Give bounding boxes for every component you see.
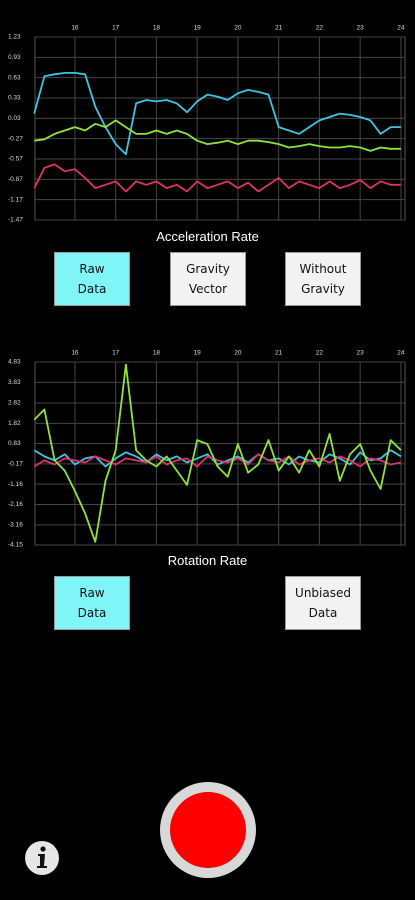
y-tick-label: 3.83 bbox=[8, 379, 21, 386]
chart-title: Acceleration Rate bbox=[156, 229, 259, 244]
y-tick-label: -0.87 bbox=[8, 176, 23, 183]
x-tick-label: 16 bbox=[71, 350, 79, 357]
chart-title: Rotation Rate bbox=[167, 553, 248, 568]
x-tick-label: 20 bbox=[234, 350, 242, 357]
y-tick-label: 4.83 bbox=[8, 359, 21, 366]
y-tick-label: 2.82 bbox=[8, 400, 21, 407]
y-tick-label: 0.83 bbox=[8, 440, 21, 447]
y-tick-label: 0.93 bbox=[8, 54, 21, 61]
without-gravity-button[interactable]: Without Gravity bbox=[285, 252, 361, 306]
x-tick-label: 19 bbox=[194, 350, 202, 357]
data-line bbox=[33, 453, 402, 468]
x-tick-label: 22 bbox=[316, 350, 324, 357]
plot-frame bbox=[34, 361, 406, 546]
x-tick-label: 18 bbox=[153, 25, 161, 32]
y-tick-label: -0.27 bbox=[8, 135, 23, 142]
y-tick-label: -1.17 bbox=[8, 196, 23, 203]
y-tick-label: 0.33 bbox=[8, 95, 21, 102]
y-tick-label: -1.47 bbox=[8, 217, 23, 224]
x-tick-label: 24 bbox=[397, 350, 405, 357]
data-line bbox=[33, 363, 402, 543]
data-line bbox=[34, 119, 401, 152]
x-tick-label: 23 bbox=[357, 25, 365, 32]
raw-data-button[interactable]: Raw Data bbox=[54, 576, 130, 630]
x-tick-label: 20 bbox=[234, 25, 242, 32]
x-tick-label: 22 bbox=[316, 25, 324, 32]
data-line bbox=[33, 72, 401, 156]
x-tick-label: 21 bbox=[275, 350, 283, 357]
x-tick-label: 21 bbox=[275, 25, 283, 32]
y-tick-label: 1.23 bbox=[8, 34, 21, 41]
x-tick-label: 24 bbox=[397, 25, 405, 32]
record-button[interactable] bbox=[160, 782, 256, 878]
y-tick-label: -0.17 bbox=[8, 461, 23, 468]
raw-data-button[interactable]: Raw Data bbox=[54, 252, 130, 306]
y-tick-label: 0.63 bbox=[8, 74, 21, 81]
plot-frame bbox=[34, 36, 406, 221]
y-tick-label: -1.16 bbox=[8, 481, 23, 488]
gravity-vector-button[interactable]: Gravity Vector bbox=[170, 252, 246, 306]
y-tick-label: -3.16 bbox=[8, 522, 23, 529]
y-tick-label: 0.03 bbox=[8, 115, 21, 122]
info-button[interactable] bbox=[25, 841, 59, 875]
x-tick-label: 17 bbox=[112, 25, 120, 32]
y-tick-label: 1.82 bbox=[8, 420, 21, 427]
rotation-chart: 4.83 3.83 2.82 1.82 0.83 -0.17 -1.16 -2.16 -3.16… bbox=[8, 350, 406, 549]
unbiased-data-button[interactable]: Unbiased Data bbox=[285, 576, 361, 630]
acceleration-chart: 1.23 0.93 0.63 0.33 0.03 -0.27 -0.57 -0.87 -1.17… bbox=[8, 25, 406, 224]
x-tick-label: 18 bbox=[153, 350, 161, 357]
data-line bbox=[33, 163, 401, 193]
x-tick-label: 23 bbox=[357, 350, 365, 357]
x-tick-label: 16 bbox=[71, 25, 79, 32]
y-tick-label: -4.15 bbox=[8, 542, 23, 549]
y-tick-label: -0.57 bbox=[8, 156, 23, 163]
x-tick-label: 19 bbox=[194, 25, 202, 32]
x-tick-label: 17 bbox=[112, 350, 120, 357]
y-tick-label: -2.16 bbox=[8, 501, 23, 508]
